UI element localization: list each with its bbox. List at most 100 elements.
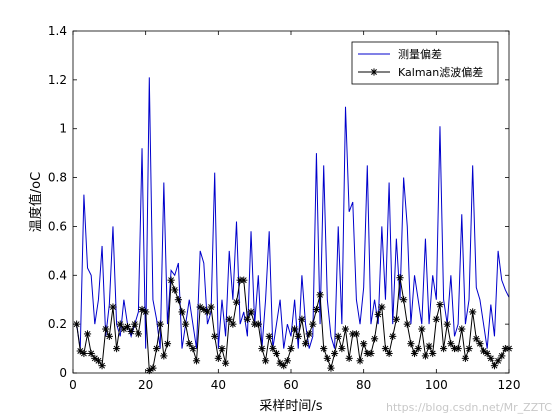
data-point-1 xyxy=(479,347,488,355)
data-point-1 xyxy=(323,354,331,362)
legend-label-measured: 测量偏差 xyxy=(398,47,442,61)
data-point-1 xyxy=(98,362,106,370)
data-point-1 xyxy=(87,349,95,358)
data-point-1 xyxy=(116,320,124,328)
x-tick-label: 120 xyxy=(498,378,521,392)
data-point-1 xyxy=(247,308,255,316)
data-point-1 xyxy=(272,349,281,358)
data-point-1 xyxy=(258,344,266,353)
data-point-1 xyxy=(265,332,273,340)
y-tick-label: 0.8 xyxy=(48,171,67,185)
data-point-1 xyxy=(269,344,277,353)
data-point-1 xyxy=(327,364,335,372)
data-point-1 xyxy=(222,359,230,367)
data-point-1 xyxy=(367,349,375,358)
data-point-1 xyxy=(200,305,208,314)
y-axis-title: 温度值/oC xyxy=(28,172,44,232)
data-point-1 xyxy=(425,342,433,350)
data-point-1 xyxy=(494,357,502,365)
data-point-1 xyxy=(105,332,113,340)
data-point-1 xyxy=(113,344,121,353)
data-point-1 xyxy=(400,296,408,304)
y-tick-label: 1.2 xyxy=(48,73,67,87)
data-point-1 xyxy=(374,310,382,318)
data-point-1 xyxy=(276,359,284,367)
data-point-1 xyxy=(152,344,161,353)
data-point-1 xyxy=(360,340,368,348)
data-point-1 xyxy=(149,364,157,372)
data-point-1 xyxy=(142,308,150,316)
data-point-1 xyxy=(203,308,212,316)
legend-marker-kalman xyxy=(370,68,378,76)
y-tick-label: 0.2 xyxy=(48,317,67,331)
y-tick-label: 0.6 xyxy=(48,219,67,233)
data-point-1 xyxy=(472,335,480,343)
data-point-1 xyxy=(109,303,117,311)
data-point-1 xyxy=(454,344,462,353)
data-point-1 xyxy=(465,344,473,353)
data-point-1 xyxy=(414,344,422,353)
data-point-1 xyxy=(131,320,139,328)
x-tick-label: 40 xyxy=(211,378,226,392)
legend-box xyxy=(351,41,499,85)
data-point-1 xyxy=(178,308,186,316)
data-point-1 xyxy=(218,344,226,353)
data-point-1 xyxy=(352,330,360,338)
data-point-1 xyxy=(305,330,313,338)
data-point-1 xyxy=(378,303,386,311)
data-point-1 xyxy=(138,305,146,314)
data-point-1 xyxy=(338,344,346,353)
watermark: https://blog.csdn.net/Mr_ZZTC xyxy=(385,401,552,414)
data-point-1 xyxy=(240,276,248,284)
data-point-1 xyxy=(254,320,262,328)
data-point-1 xyxy=(127,327,135,336)
legend-asterisk-marker xyxy=(370,68,378,76)
data-point-1 xyxy=(370,335,379,343)
data-point-1 xyxy=(196,303,204,311)
data-point-1 xyxy=(407,340,415,348)
series-layer xyxy=(73,77,513,375)
data-point-1 xyxy=(225,315,233,323)
data-point-1 xyxy=(331,349,339,358)
data-point-1 xyxy=(436,301,444,309)
y-tick-label: 1.4 xyxy=(48,24,67,38)
data-point-1 xyxy=(123,322,132,331)
data-point-1 xyxy=(320,344,328,353)
data-point-1 xyxy=(418,325,426,333)
data-point-1 xyxy=(458,325,466,333)
data-point-1 xyxy=(483,349,491,358)
data-point-1 xyxy=(429,349,437,358)
data-point-1 xyxy=(309,320,317,328)
data-point-1 xyxy=(381,344,390,353)
data-point-1 xyxy=(160,352,168,360)
data-point-1 xyxy=(385,349,393,358)
data-point-1 xyxy=(80,349,88,358)
data-point-1 xyxy=(232,298,241,306)
data-point-1 xyxy=(291,325,299,333)
series-line-0 xyxy=(76,77,510,349)
data-point-1 xyxy=(396,274,404,282)
data-point-1 xyxy=(156,320,164,328)
data-point-1 xyxy=(316,291,324,299)
data-point-1 xyxy=(392,315,400,323)
data-point-1 xyxy=(389,332,397,340)
x-axis-title: 采样时间/s xyxy=(259,399,322,414)
data-point-1 xyxy=(334,332,342,340)
legend-label-kalman: Kalman滤波偏差 xyxy=(398,65,483,79)
y-tick-label: 0.4 xyxy=(48,268,67,282)
data-point-1 xyxy=(229,320,237,328)
data-point-1 xyxy=(301,340,310,348)
data-point-1 xyxy=(403,320,411,328)
data-point-1 xyxy=(167,276,175,284)
data-point-1 xyxy=(192,357,201,365)
data-point-1 xyxy=(174,296,182,304)
data-point-1 xyxy=(421,352,430,360)
data-point-1 xyxy=(469,308,477,316)
x-tick-label: 20 xyxy=(138,378,153,392)
data-point-1 xyxy=(185,340,193,348)
legend: 测量偏差 Kalman滤波偏差 xyxy=(351,41,499,85)
data-point-1 xyxy=(280,362,288,370)
data-point-1 xyxy=(490,362,499,370)
x-tick-label: 0 xyxy=(69,378,77,392)
